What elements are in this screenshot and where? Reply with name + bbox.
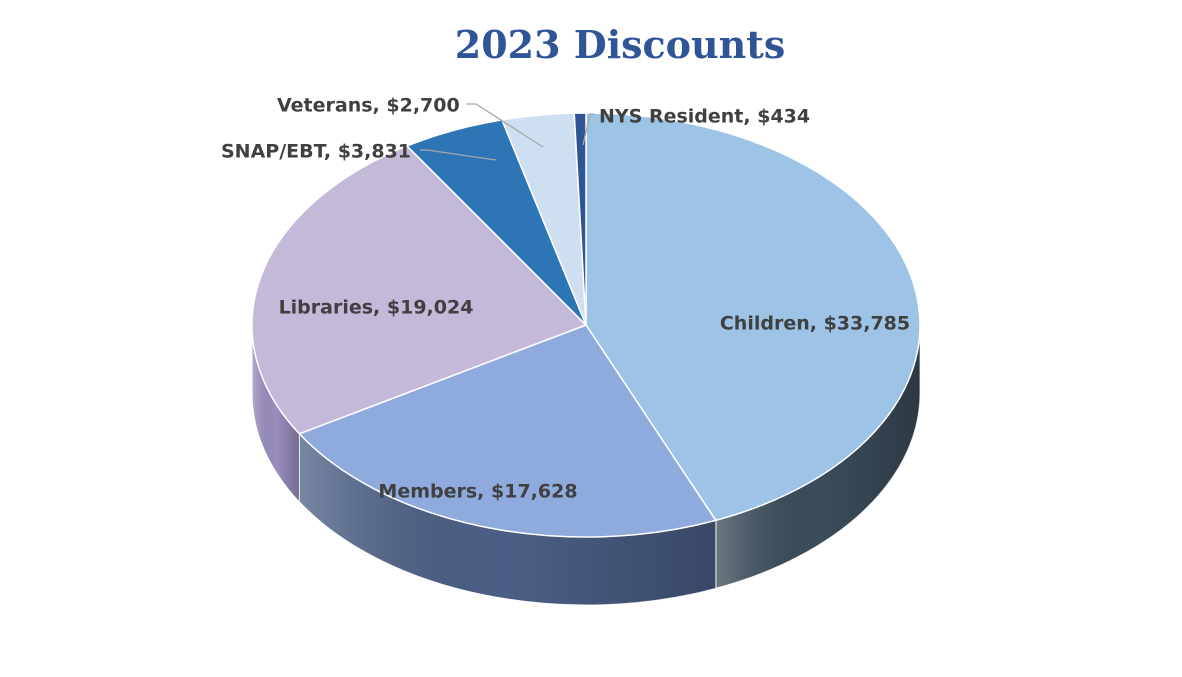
slice-side-shade-children xyxy=(715,325,920,589)
leader-line-snap-ebt xyxy=(420,149,497,161)
label-children: Children, $33,785 xyxy=(720,313,910,335)
label-veterans: Veterans, $2,700 xyxy=(277,95,460,117)
label-libraries: Libraries, $19,024 xyxy=(279,297,474,319)
leader-lines xyxy=(420,103,594,161)
slice-nys-resident xyxy=(573,112,587,326)
pie-tops xyxy=(251,112,921,538)
label-nys-resident: NYS Resident, $434 xyxy=(599,106,810,128)
label-snap-ebt: SNAP/EBT, $3,831 xyxy=(221,141,411,163)
slice-labels: Children, $33,785 Members, $17,628 Librari… xyxy=(221,95,910,503)
leader-line-veterans xyxy=(466,103,544,148)
leader-line-nys-resident xyxy=(582,113,594,146)
slice-side-shade-members xyxy=(299,433,716,605)
slice-children xyxy=(585,112,921,522)
slice-members xyxy=(298,324,717,538)
slice-libraries xyxy=(251,145,588,435)
label-members: Members, $17,628 xyxy=(378,481,577,503)
chart-title: 2023 Discounts xyxy=(454,22,786,67)
slice-side-shade-libraries xyxy=(252,325,300,502)
